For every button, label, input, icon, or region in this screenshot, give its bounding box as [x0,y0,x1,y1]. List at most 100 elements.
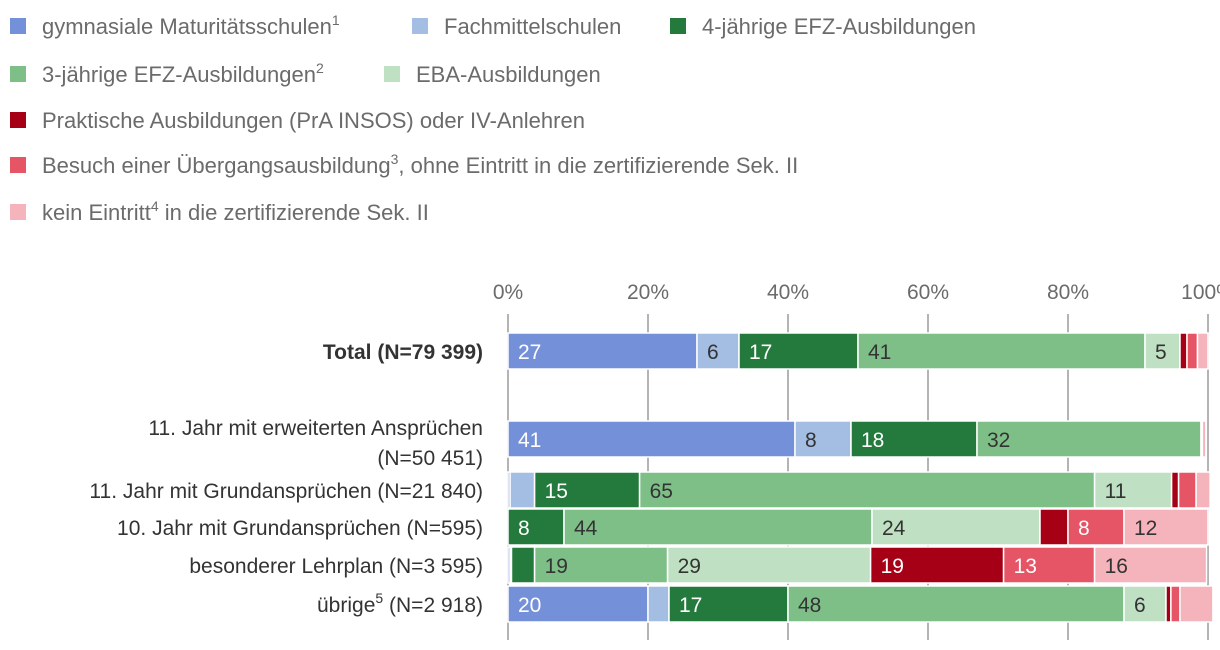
x-tick-label: 0% [493,281,523,304]
value-label: 11 [1105,480,1127,503]
legend-item-2-label: Fachmittelschulen [444,14,621,39]
legend-item-3: 4-jährige EFZ-Ausbildungen [670,14,976,39]
bar-segment [1170,585,1181,623]
legend-item-2: Fachmittelschulen [412,14,621,39]
bar-segment [509,471,536,509]
value-label: 8 [805,429,817,452]
legend-item-8-label: kein Eintritt4 in die zertifizierende Se… [42,198,429,225]
value-label: 27 [518,341,541,364]
bar-segment [1039,508,1069,546]
bar-segment [1123,585,1167,623]
bar-segment [507,508,565,546]
bar-segment [976,420,1202,458]
value-label: 24 [882,517,906,540]
value-label: 44 [574,517,598,540]
category-labels: Total (N=79 399) 11. Jahr mit erweiterten… [89,341,483,617]
bar-segment [1195,471,1211,509]
bar-segment [1196,332,1209,370]
value-label: 8 [518,517,530,540]
bar-segment [638,471,1096,509]
bar-segment [666,546,872,584]
bar-segment [794,420,852,458]
bar-segment [1201,420,1207,458]
bar-segment [507,332,698,370]
legend-item-3-swatch [670,18,686,34]
bar-segment [533,546,669,584]
legend-item-7-swatch [10,157,26,173]
bar-segment [1067,508,1125,546]
x-tick-label: 20% [627,281,669,304]
legend-item-7-label: Besuch einer Übergangsausbildung3, ohne … [42,151,798,178]
bar-segment [857,332,1146,370]
legend-item-4-label: 3-jährige EFZ-Ausbildungen2 [42,60,324,87]
legend-item-5: EBA-Ausbildungen [384,62,601,87]
value-label: 6 [707,341,719,364]
value-label: 17 [679,594,702,617]
value-label: 18 [861,429,884,452]
bar-segment [1170,471,1180,509]
value-label: 41 [518,429,541,452]
legend: gymnasiale Maturitätsschulen1 Fachmittels… [10,12,976,225]
bar-segment [1093,546,1208,584]
bar-segment [1144,332,1181,370]
x-tick-label: 60% [907,281,949,304]
value-label: 65 [650,480,673,503]
bar-segment [510,546,536,584]
value-label: 19 [545,555,568,578]
category-label: 10. Jahr mit Grundansprüchen (N=595) [117,517,483,540]
x-axis-ticks: 0% 20% 40% 60% 80% 100% [493,281,1220,304]
value-label: 5 [1155,341,1167,364]
value-label: 17 [749,341,772,364]
legend-item-8-swatch [10,204,26,220]
value-label: 12 [1134,517,1157,540]
category-label: besonderer Lehrplan (N=3 595) [189,555,483,578]
legend-item-5-swatch [384,66,400,82]
bar-segment [563,508,873,546]
bar-segment [850,420,978,458]
legend-item-6-swatch [10,112,26,128]
value-label: 16 [1105,555,1128,578]
category-label: 11. Jahr mit Grundansprüchen (N=21 840) [89,480,483,503]
category-label: Total (N=79 399) [323,341,483,364]
category-label: 11. Jahr mit erweiterten Ansprüchen (N=50… [148,417,483,470]
legend-item-1: gymnasiale Maturitätsschulen1 [10,12,340,39]
bar-segment [1179,332,1188,370]
value-label: 29 [678,555,701,578]
legend-item-6-label: Praktische Ausbildungen (PrA INSOS) oder… [42,108,585,133]
bar-segment [871,508,1041,546]
legend-item-1-swatch [10,18,26,34]
bars: 27 6 17 41 5 41 8 18 32 15 65 11 8 44 24 8 12 19 29 19 13 16 2… [507,332,1214,623]
x-tick-label: 100% [1181,281,1220,304]
bar-segment [1177,471,1197,509]
legend-item-1-label: gymnasiale Maturitätsschulen1 [42,12,340,39]
value-label: 19 [881,555,904,578]
value-label: 8 [1078,517,1090,540]
x-tick-label: 80% [1047,281,1089,304]
legend-item-2-swatch [412,18,428,34]
bar-segment [869,546,1005,584]
bar-segment [533,471,641,509]
value-label: 48 [798,594,821,617]
bar-segment [1123,508,1209,546]
bar-segment [507,420,796,458]
legend-item-4: 3-jährige EFZ-Ausbildungen2 [10,60,324,87]
value-label: 32 [987,429,1010,452]
x-tick-label: 40% [767,281,809,304]
category-label: übrige5 (N=2 918) [317,590,483,617]
legend-item-6: Praktische Ausbildungen (PrA INSOS) oder… [10,108,585,133]
bar-segment [668,585,789,623]
value-label: 41 [868,341,891,364]
legend-item-4-swatch [10,66,26,82]
legend-item-5-label: EBA-Ausbildungen [416,62,601,87]
legend-item-7: Besuch einer Übergangsausbildung3, ohne … [10,151,798,178]
value-label: 6 [1134,594,1146,617]
legend-item-3-label: 4-jährige EFZ-Ausbildungen [702,14,976,39]
bar-segment [787,585,1125,623]
legend-item-8: kein Eintritt4 in die zertifizierende Se… [10,198,429,225]
value-label: 13 [1014,555,1037,578]
bar-segment [647,585,670,623]
value-label: 15 [545,480,568,503]
bar-segment [1186,332,1199,370]
value-label: 20 [518,594,541,617]
